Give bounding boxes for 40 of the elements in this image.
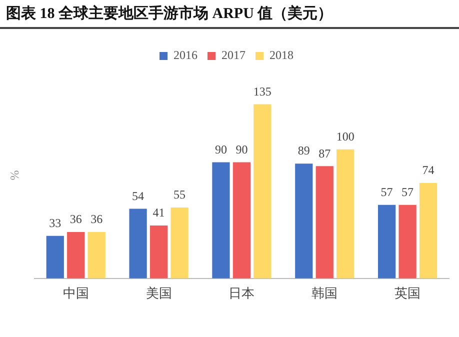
- legend-label: 2018: [270, 48, 294, 62]
- legend-label: 2017: [222, 48, 246, 62]
- data-label: 90: [236, 142, 248, 156]
- data-label: 36: [70, 212, 82, 226]
- data-label: 90: [214, 142, 227, 156]
- data-label: 57: [402, 185, 414, 200]
- data-label: 100: [336, 130, 354, 144]
- bar: [232, 162, 251, 278]
- legend-label: 2016: [174, 48, 198, 62]
- bar: [295, 164, 313, 278]
- bar: [398, 204, 416, 278]
- y-axis-title: %: [7, 170, 22, 180]
- data-label: 135: [253, 84, 272, 98]
- data-label: 74: [422, 163, 434, 178]
- bar: [316, 166, 334, 278]
- bar: [336, 149, 354, 278]
- bar: [378, 204, 396, 278]
- x-tick-label: 美国: [146, 286, 172, 301]
- bar: [88, 232, 106, 278]
- bar: [150, 226, 168, 278]
- x-tick-label: 日本: [228, 286, 255, 301]
- bar: [212, 162, 230, 278]
- data-label: 55: [174, 188, 186, 202]
- bar: [254, 104, 272, 278]
- bar: [419, 182, 438, 278]
- chart-title: 图表 18 全球主要地区手游市场 ARPU 值（美元）: [6, 4, 333, 23]
- x-tick-label: 韩国: [312, 286, 338, 301]
- x-tick-label: 中国: [62, 286, 89, 301]
- data-label: 57: [380, 185, 393, 200]
- data-label: 41: [152, 206, 165, 220]
- x-tick-label: 英国: [394, 286, 421, 301]
- bar: [170, 207, 188, 278]
- data-label: 87: [318, 146, 331, 160]
- bar: [67, 232, 85, 278]
- bar: [46, 236, 64, 278]
- data-label: 36: [90, 212, 103, 226]
- data-label: 89: [298, 144, 310, 158]
- data-label: 54: [132, 188, 144, 203]
- bar: [129, 208, 147, 278]
- data-label: 33: [49, 216, 62, 230]
